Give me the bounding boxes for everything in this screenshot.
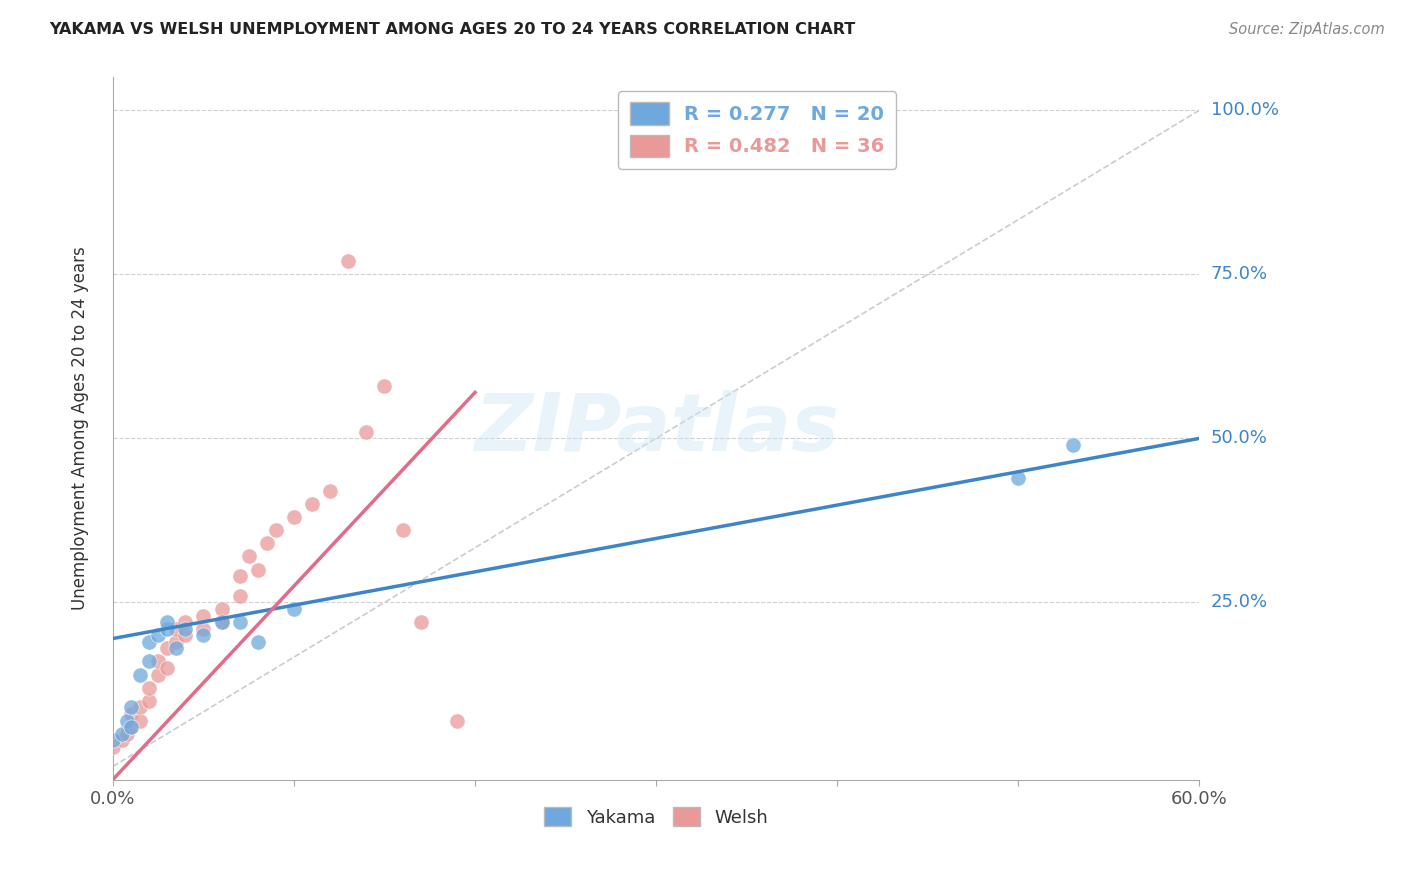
Point [238,549,260,564]
Point [409,615,432,629]
Point [138,694,160,708]
Point [228,569,250,583]
Point [101,733,124,747]
Point [138,655,160,669]
Point [129,714,152,728]
Point [174,615,197,629]
Point [165,635,187,649]
Point [337,254,360,268]
Point [146,655,169,669]
Point [283,602,305,616]
Text: 50.0%: 50.0% [1211,429,1267,448]
Point [111,727,134,741]
Point [120,720,142,734]
Point [111,733,134,747]
Point [146,628,169,642]
Text: 100.0%: 100.0% [1211,102,1278,120]
Text: 75.0%: 75.0% [1211,265,1268,284]
Point [101,739,124,754]
Point [211,615,233,629]
Point [156,622,179,636]
Point [156,661,179,675]
Point [211,615,233,629]
Point [120,700,142,714]
Point [193,622,215,636]
Y-axis label: Unemployment Among Ages 20 to 24 years: Unemployment Among Ages 20 to 24 years [72,247,89,610]
Point [146,667,169,681]
Point [156,641,179,656]
Point [120,706,142,721]
Point [246,563,269,577]
Point [301,497,323,511]
Point [211,602,233,616]
Point [165,641,187,656]
Point [391,523,413,537]
Point [283,510,305,524]
Point [228,589,250,603]
Text: ZIPatlas: ZIPatlas [474,390,838,467]
Point [174,628,197,642]
Point [1007,471,1029,485]
Point [373,379,395,393]
Text: Source: ZipAtlas.com: Source: ZipAtlas.com [1229,22,1385,37]
Point [356,425,378,439]
Point [264,523,287,537]
Point [117,727,139,741]
Legend: Yakama, Welsh: Yakama, Welsh [537,800,776,834]
Point [117,714,139,728]
Point [246,635,269,649]
Point [138,635,160,649]
Point [120,720,142,734]
Point [129,700,152,714]
Point [129,667,152,681]
Point [1062,438,1084,452]
Point [165,622,187,636]
Point [319,483,342,498]
Text: YAKAMA VS WELSH UNEMPLOYMENT AMONG AGES 20 TO 24 YEARS CORRELATION CHART: YAKAMA VS WELSH UNEMPLOYMENT AMONG AGES … [49,22,855,37]
Point [193,608,215,623]
Point [193,628,215,642]
Point [138,681,160,695]
Point [256,536,278,550]
Point [156,615,179,629]
Point [446,714,468,728]
Point [174,622,197,636]
Text: 25.0%: 25.0% [1211,593,1268,611]
Point [228,615,250,629]
